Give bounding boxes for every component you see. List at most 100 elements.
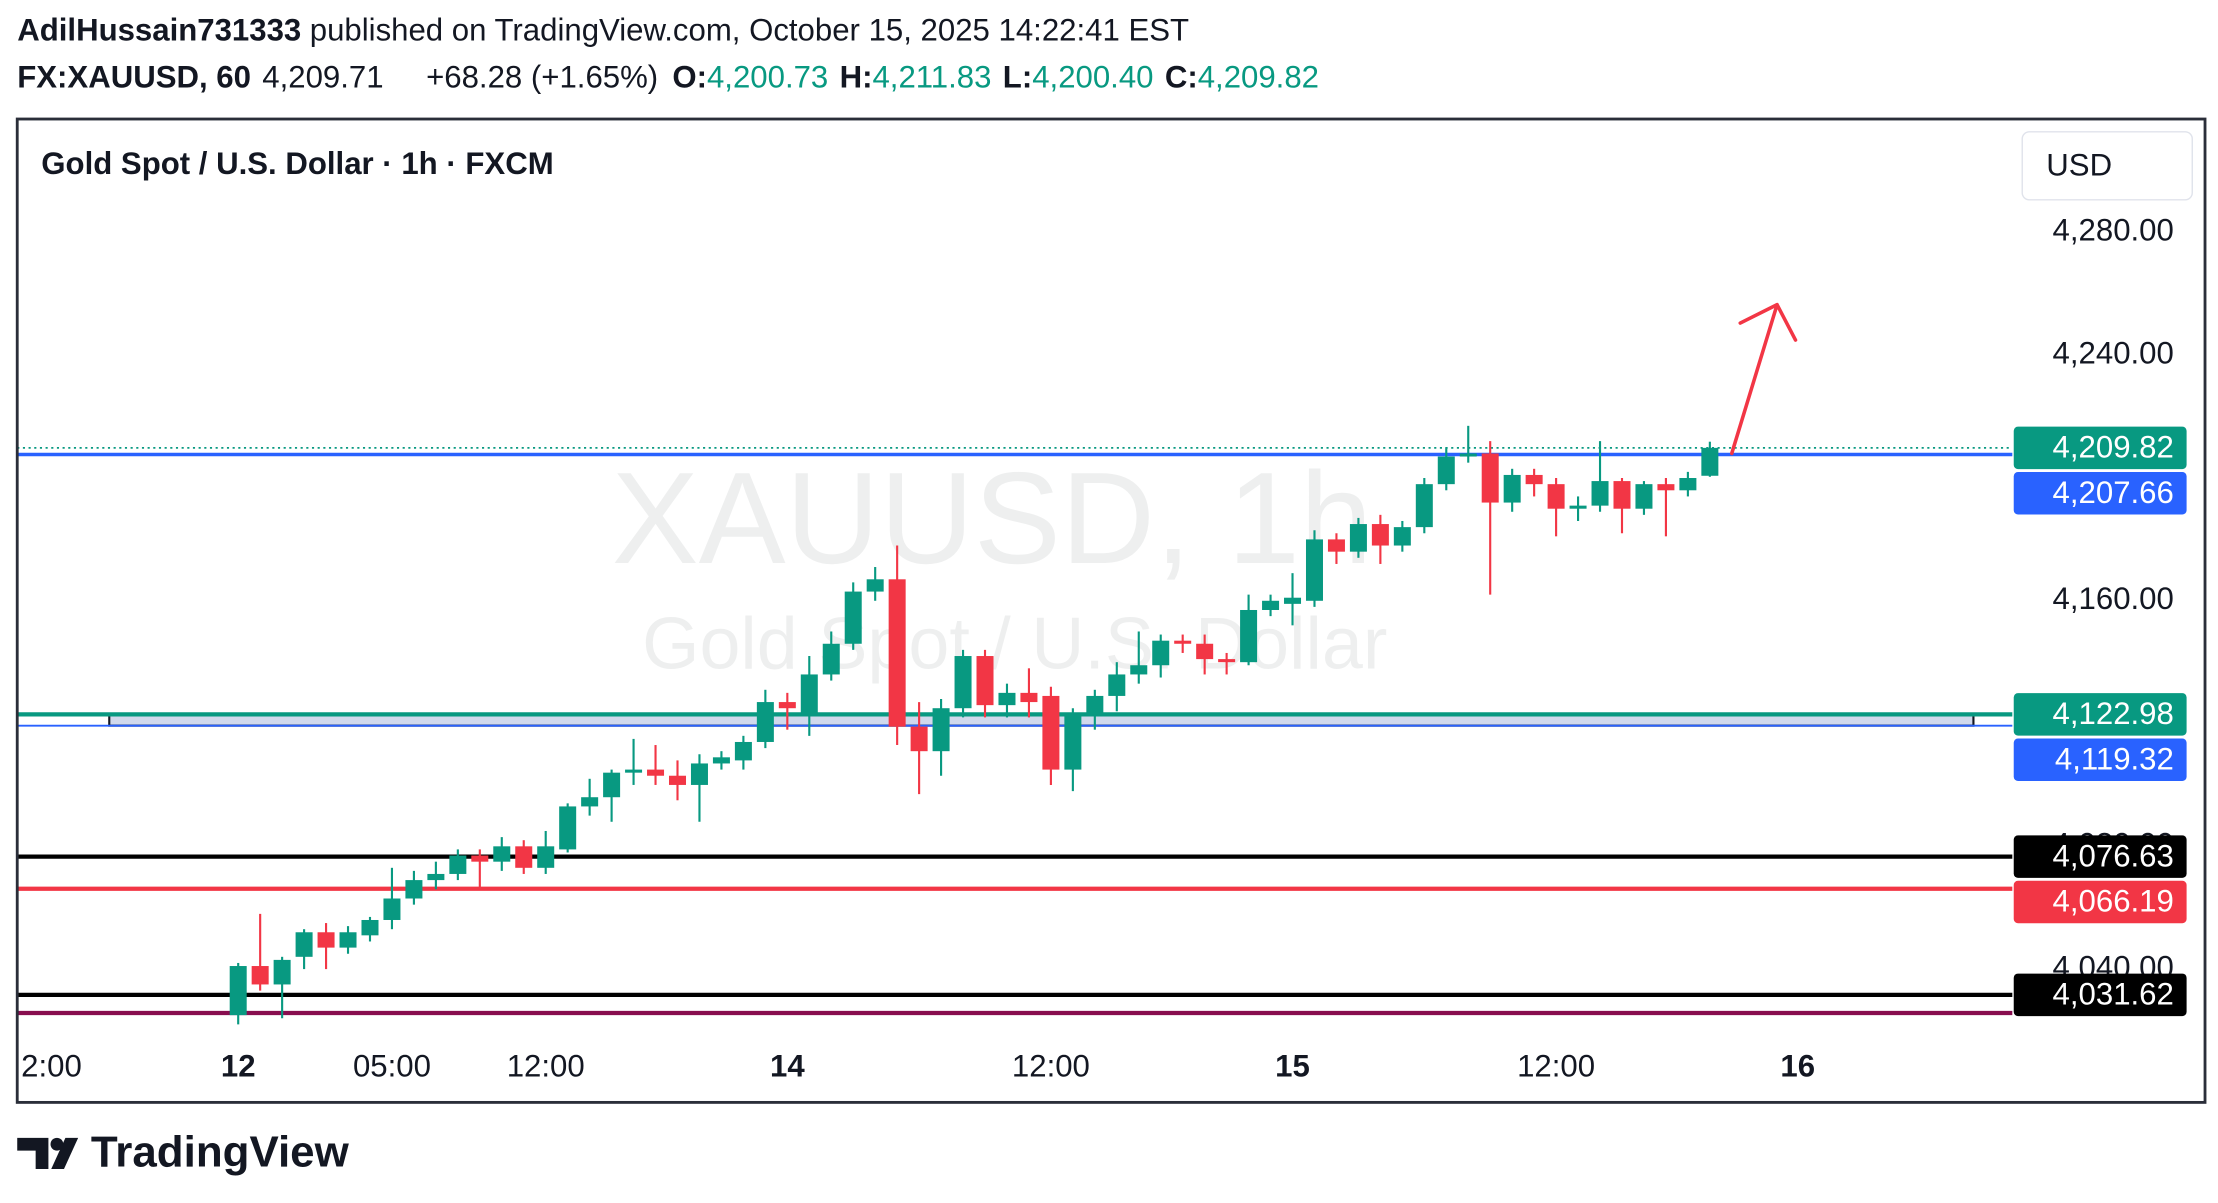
candle-body: [1415, 484, 1433, 528]
logo-t: [17, 1137, 49, 1169]
last-price: 4,209.71: [262, 60, 383, 95]
candle-body: [625, 769, 643, 773]
candle-body: [1262, 600, 1280, 610]
price-label-box: [2013, 426, 2187, 470]
candle-body: [1152, 640, 1170, 666]
price-label-box: [2013, 973, 2187, 1017]
candle-body: [229, 966, 247, 1016]
price-label-box: [2013, 880, 2187, 924]
candle-body: [515, 846, 533, 868]
candle-body: [1284, 597, 1302, 604]
candle-body: [1481, 453, 1499, 503]
candle-body: [647, 769, 665, 776]
x-tick-label: 14: [770, 1049, 805, 1084]
candle-body: [317, 932, 335, 948]
brand: TradingView: [91, 1127, 350, 1176]
candle-body: [1569, 505, 1587, 509]
candle-body: [603, 772, 621, 798]
price-label: 4,209.82: [2053, 430, 2174, 465]
candle-body: [295, 932, 313, 957]
price-label: 4,076.63: [2053, 838, 2174, 873]
candle-body: [449, 855, 467, 874]
candle-body: [756, 702, 774, 742]
y-tick-label: 4,160.00: [2053, 581, 2174, 616]
candle-body: [1393, 527, 1411, 546]
candle-body: [888, 579, 906, 727]
candle-body: [361, 919, 379, 936]
arrow: [1729, 302, 1798, 456]
symbol: FX:XAUUSD, 60: [17, 60, 251, 95]
candle-body: [1218, 659, 1236, 663]
author: AdilHussain731333: [17, 13, 301, 48]
candle-body: [1020, 692, 1038, 703]
candle-body: [427, 873, 445, 881]
candle-body: [471, 855, 489, 862]
x-tick-label: 12: [221, 1049, 256, 1084]
symbol-line: FX:XAUUSD, 60 4,209.71 +68.28 (+1.65%) O: 4,…: [17, 60, 1319, 95]
candle-body: [668, 775, 687, 785]
x-tick-label: 12:00: [507, 1049, 585, 1084]
candle-body: [1635, 484, 1653, 509]
l-label: L:: [1003, 60, 1032, 95]
candle-body: [712, 757, 730, 764]
change: +68.28 (+1.65%): [426, 60, 658, 95]
x-tick-label: 2:00: [21, 1049, 82, 1084]
x-tick-label: 16: [1780, 1049, 1815, 1084]
published: published on TradingView.com, October 15…: [310, 13, 1189, 48]
candle-body: [537, 846, 555, 868]
candle-body: [998, 692, 1016, 706]
candle-body: [273, 959, 291, 985]
o-label: O:: [672, 60, 707, 95]
candle-body: [383, 898, 401, 920]
y-tick-label: 4,240.00: [2053, 335, 2174, 370]
publish-line: AdilHussain731333 published on TradingVie…: [17, 13, 1189, 48]
candle-body: [1503, 474, 1521, 503]
candle-body: [581, 797, 599, 807]
candle-body: [778, 702, 796, 709]
candle-body: [1371, 524, 1389, 546]
watermark-sub: Gold Spot / U.S. Dollar: [642, 601, 1387, 684]
chart-frame: [15, 117, 2207, 1104]
x-tick-label: 12:00: [1012, 1049, 1090, 1084]
candle-body: [734, 741, 752, 761]
candle-body: [1064, 714, 1082, 770]
candle-body: [1459, 453, 1477, 457]
candle-body: [1591, 481, 1609, 506]
h-label: H:: [840, 60, 873, 95]
candle-body: [866, 579, 884, 592]
price-label: 4,031.62: [2053, 976, 2174, 1011]
x-tick-label: 12:00: [1517, 1049, 1595, 1084]
candle-body: [1042, 695, 1060, 770]
candles: [229, 425, 1719, 1025]
candle-body: [800, 674, 818, 715]
price-label: 4,066.19: [2053, 884, 2174, 919]
y-tick-label: 4,280.00: [2053, 213, 2174, 248]
candle-body: [1679, 478, 1697, 491]
candle-body: [1240, 609, 1258, 663]
price-label-box: [2013, 738, 2187, 782]
price-label-box: [2013, 693, 2187, 736]
candle-body: [1613, 481, 1631, 509]
candle-body: [954, 656, 972, 709]
price-label: 4,122.98: [2053, 696, 2174, 731]
candle-body: [405, 880, 423, 899]
candle-body: [1086, 695, 1104, 715]
watermark: XAUUSD, 1h: [612, 445, 1373, 591]
c-label: C:: [1165, 60, 1198, 95]
candle-body: [1525, 474, 1543, 485]
candle-body: [1108, 674, 1126, 696]
candle-body: [339, 932, 357, 948]
candle-body: [1349, 524, 1367, 552]
high-value: 4,211.83: [872, 60, 991, 95]
x-tick-label: 05:00: [353, 1049, 431, 1084]
currency-box[interactable]: [2021, 131, 2193, 201]
tradingview-logo: TradingView: [17, 1127, 350, 1176]
close-value: 4,209.82: [1198, 60, 1319, 95]
price-label-box: [2013, 835, 2187, 878]
candle-body: [822, 643, 840, 675]
currency[interactable]: USD: [2046, 147, 2112, 182]
candle-body: [1130, 665, 1148, 675]
